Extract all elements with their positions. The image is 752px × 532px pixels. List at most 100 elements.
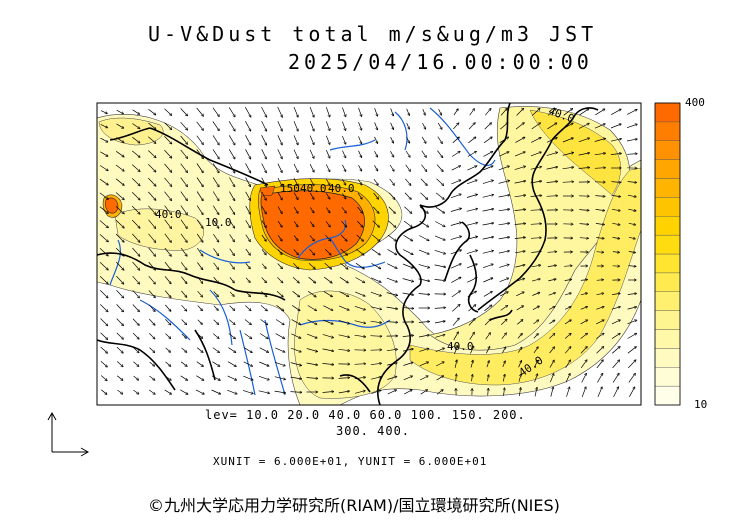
wind-vector <box>488 389 489 396</box>
colorbar-swatch <box>654 121 681 141</box>
wind-vector <box>485 109 490 116</box>
wind-vector <box>100 110 107 114</box>
wind-vector <box>132 290 140 297</box>
wind-vector <box>451 180 460 185</box>
wind-vector <box>197 276 203 283</box>
wind-vector <box>293 149 298 159</box>
wind-vector <box>562 167 574 170</box>
wind-vector <box>148 233 156 242</box>
wind-vector <box>435 348 444 353</box>
wind-vector <box>164 177 172 186</box>
wind-vector <box>546 167 558 170</box>
wind-vector <box>419 220 429 227</box>
wind-vector <box>325 150 329 158</box>
wind-vector <box>450 209 461 212</box>
wind-vector <box>180 135 188 144</box>
wind-vector <box>546 196 558 197</box>
wind-vector <box>389 192 394 199</box>
wind-vector <box>550 387 553 397</box>
wind-vector <box>212 177 219 186</box>
wind-vector <box>402 278 414 282</box>
wind-vector <box>358 121 362 130</box>
wind-vector <box>116 332 123 339</box>
wind-vector <box>372 206 379 213</box>
wind-vector <box>148 261 156 270</box>
wind-vector <box>148 247 156 256</box>
wind-vector <box>261 149 267 158</box>
wind-vector <box>418 264 430 267</box>
contour-label: 40.0 <box>447 340 474 353</box>
wind-vector <box>500 306 508 311</box>
wind-vector <box>354 377 365 380</box>
wind-vector <box>258 390 269 393</box>
wind-vector <box>325 178 329 185</box>
wind-vector <box>468 319 475 326</box>
wind-vector <box>566 387 570 397</box>
wind-vector <box>595 109 604 116</box>
wind-vector <box>229 234 235 241</box>
wind-vector <box>229 219 235 228</box>
contour-label: 10.0 <box>205 216 232 229</box>
wind-vector <box>132 136 139 143</box>
wind-vector <box>517 334 522 339</box>
wind-vector <box>212 163 219 172</box>
wind-vector <box>164 261 171 270</box>
wind-vector <box>486 361 489 368</box>
wind-vector <box>402 263 413 268</box>
wind-vector <box>611 109 621 116</box>
wind-vector <box>564 266 572 267</box>
wind-vector <box>229 291 234 296</box>
wind-vector <box>611 208 620 210</box>
wind-vector <box>406 108 410 115</box>
colorbar-max-label: 400 <box>685 96 705 109</box>
wind-vector <box>293 106 298 117</box>
wind-vector <box>484 123 492 130</box>
wind-vector <box>245 248 250 255</box>
wind-vector <box>358 107 362 116</box>
colorbar-swatch <box>654 178 681 198</box>
wind-vector <box>245 149 251 158</box>
wind-vector <box>245 191 251 200</box>
wind-vector <box>468 137 475 144</box>
wind-vector <box>356 220 363 227</box>
wind-vector <box>627 347 636 354</box>
wind-vector <box>165 319 170 324</box>
wind-vector <box>357 206 363 213</box>
wind-vector <box>148 219 156 228</box>
wind-vector <box>370 336 382 337</box>
wind-vector <box>244 107 250 117</box>
wind-vector <box>596 360 603 369</box>
wind-vector <box>628 374 635 383</box>
wind-vector <box>115 192 124 200</box>
wind-vector <box>213 262 219 269</box>
wind-vector <box>338 334 350 337</box>
wind-vector <box>454 346 457 355</box>
wind-vector <box>470 361 473 368</box>
wind-vector <box>468 123 475 130</box>
wind-vector <box>628 266 635 267</box>
wind-vector <box>229 205 235 214</box>
wind-vector <box>596 293 604 294</box>
wind-vector <box>261 191 266 200</box>
wind-vector <box>326 193 329 199</box>
wind-vector <box>484 319 491 326</box>
wind-vector <box>627 154 637 155</box>
wind-vector <box>389 178 395 185</box>
wind-vector <box>594 168 605 169</box>
wind-vector <box>531 123 541 130</box>
wind-vector <box>115 233 124 242</box>
wind-vector <box>115 164 124 171</box>
wind-vector <box>180 149 188 158</box>
wind-vector <box>277 263 283 269</box>
wind-vector <box>453 332 459 341</box>
wind-vector <box>516 109 524 116</box>
wind-vector <box>164 219 172 229</box>
wind-vector <box>355 291 365 296</box>
wind-vector <box>164 163 172 172</box>
wind-vector <box>466 209 478 212</box>
wind-vector <box>325 135 329 144</box>
wind-vector <box>355 391 365 394</box>
wind-vector <box>116 275 123 284</box>
wind-vector <box>358 136 362 143</box>
wind-vector <box>532 109 539 116</box>
